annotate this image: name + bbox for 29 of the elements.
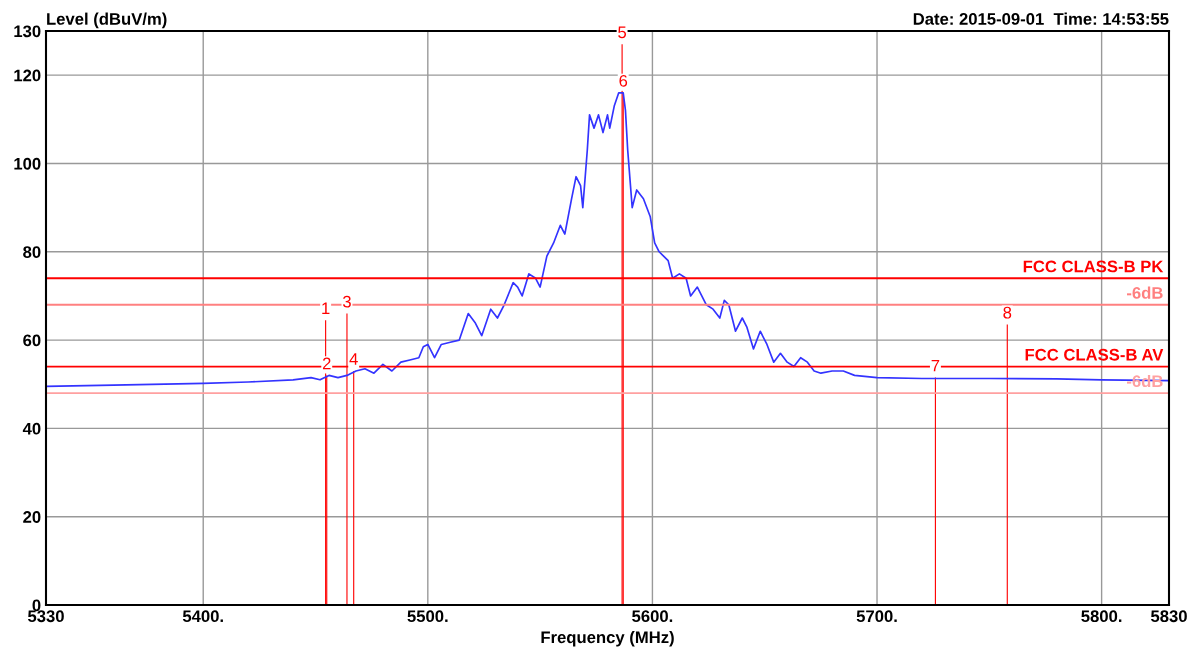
x-tick-label: 5600. (632, 610, 673, 623)
y-tick-label: 80 (23, 246, 41, 258)
annotation: 4 (349, 353, 358, 365)
y-tick-label: 0 (32, 599, 41, 612)
annotation: 2 (322, 357, 331, 370)
annotation: 5 (618, 26, 627, 39)
annotation: 8 (1003, 306, 1012, 319)
x-tick-label: 5800. (1081, 610, 1122, 623)
y-tick-label: 120 (14, 69, 41, 82)
y-tick-label: 130 (14, 25, 41, 38)
x-tick-label: 5830 (1150, 610, 1187, 623)
y-tick-label: 20 (23, 511, 41, 523)
y-axis-title: Level (dBuV/m) (47, 12, 167, 29)
ref-line-label: FCC CLASS-B AV (1025, 348, 1164, 361)
text: Date: 2015-09-01 Time: 14:53:55 (913, 12, 1169, 25)
annotation: 1 (322, 302, 330, 314)
annotation: 7 (931, 359, 940, 372)
x-tick-label: 5500. (407, 610, 448, 623)
x-axis-title: Frequency (MHz) (541, 630, 674, 647)
x-tick-label: 5700. (856, 610, 897, 623)
ref-line-label: -6dB (1127, 286, 1163, 299)
y-tick-label: 60 (23, 334, 41, 347)
x-tick-label: 5330 (27, 610, 64, 623)
y-tick-label: 100 (14, 157, 41, 170)
annotation: 3 (342, 295, 351, 308)
x-tick-label: 5400. (182, 610, 223, 623)
annotation: 6 (619, 74, 628, 87)
y-tick-label: 40 (22, 422, 41, 435)
ref-line-label: FCC CLASS-B PK (1023, 260, 1164, 273)
